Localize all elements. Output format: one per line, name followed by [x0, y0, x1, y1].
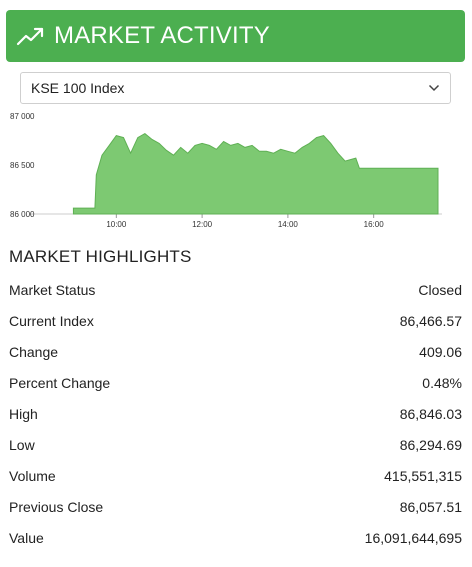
highlight-row: Value 16,091,644,695 — [0, 522, 472, 553]
highlights-title: MARKET HIGHLIGHTS — [9, 247, 192, 266]
index-select[interactable]: KSE 100 Index — [20, 72, 451, 104]
highlight-label: Low — [9, 436, 35, 453]
highlight-label: Market Status — [9, 281, 96, 298]
highlight-label: High — [9, 405, 38, 422]
highlight-label: Change — [9, 343, 59, 360]
highlight-label: Previous Close — [9, 498, 104, 515]
highlight-row: Change 409.06 — [0, 336, 472, 367]
highlight-value: 409.06 — [419, 343, 462, 360]
highlight-value: 86,057.51 — [399, 498, 462, 515]
highlight-value: Closed — [418, 281, 462, 298]
index-chart: 87 000 86 500 86 000 10:00 12:00 14:00 16:00 — [0, 106, 472, 242]
chevron-down-icon — [428, 84, 440, 92]
highlight-label: Volume — [9, 467, 56, 484]
highlight-value: 86,846.03 — [399, 405, 462, 422]
x-tick-label: 16:00 — [364, 220, 385, 229]
highlight-value: 16,091,644,695 — [364, 529, 462, 546]
x-tick-label: 14:00 — [278, 220, 299, 229]
highlight-row: Current Index 86,466.57 — [0, 305, 472, 336]
trend-up-icon — [16, 27, 44, 46]
highlight-value: 86,466.57 — [399, 312, 462, 329]
highlight-row: Percent Change 0.48% — [0, 367, 472, 398]
highlight-row: Low 86,294.69 — [0, 429, 472, 460]
highlight-label: Value — [9, 529, 44, 546]
y-tick-label: 87 000 — [10, 112, 35, 121]
index-select-value: KSE 100 Index — [31, 80, 125, 96]
index-area-series — [72, 132, 439, 215]
market-activity-header: MARKET ACTIVITY — [6, 10, 465, 62]
index-chart-svg: 87 000 86 500 86 000 10:00 12:00 14:00 16:00 — [10, 112, 442, 229]
highlight-row: Previous Close 86,057.51 — [0, 491, 472, 522]
page-title: MARKET ACTIVITY — [54, 22, 270, 49]
y-tick-label: 86 500 — [10, 161, 35, 170]
y-tick-label: 86 000 — [10, 210, 35, 219]
highlight-row: Market Status Closed — [0, 274, 472, 305]
highlight-value: 415,551,315 — [384, 467, 462, 484]
highlight-value: 86,294.69 — [399, 436, 462, 453]
x-tick-label: 10:00 — [106, 220, 127, 229]
highlights-table: Market Status Closed Current Index 86,466.5… — [0, 274, 472, 553]
highlight-value: 0.48% — [422, 374, 462, 391]
highlight-row: Volume 415,551,315 — [0, 460, 472, 491]
highlight-label: Percent Change — [9, 374, 111, 391]
highlight-row: High 86,846.03 — [0, 398, 472, 429]
x-tick-label: 12:00 — [192, 220, 213, 229]
highlight-label: Current Index — [9, 312, 94, 329]
